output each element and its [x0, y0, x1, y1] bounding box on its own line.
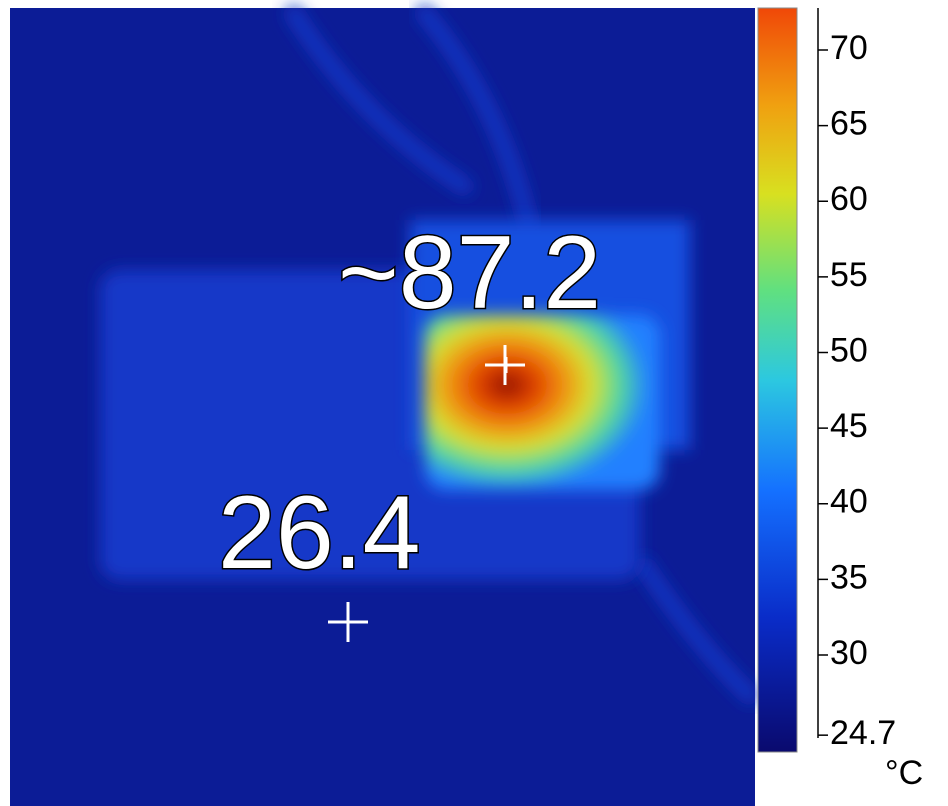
tick-label: 70	[830, 29, 868, 67]
tick-label: 60	[830, 180, 868, 218]
scale-ticks: 70 65 60 55 50 45 40 35 30 24.7	[818, 29, 896, 752]
min-label: 24.7	[830, 714, 896, 752]
max-temp: ~87.2	[338, 215, 601, 331]
thermal-view: ~87.2 26.4 70 65 60 55 50 45 40 35 30 24.7 °C	[0, 0, 948, 806]
tick-label: 45	[830, 407, 868, 445]
spot-temp: 26.4	[218, 475, 420, 591]
tick-label: 55	[830, 256, 868, 294]
color-scale	[758, 8, 797, 752]
tick-label: 35	[830, 558, 868, 596]
thermal-image: ~87.2 26.4	[10, 8, 755, 806]
tick-label: 30	[830, 634, 868, 672]
tick-label: 50	[830, 331, 868, 369]
tick-label: 40	[830, 483, 868, 521]
unit-label: °C	[885, 754, 923, 792]
tick-label: 65	[830, 105, 868, 143]
